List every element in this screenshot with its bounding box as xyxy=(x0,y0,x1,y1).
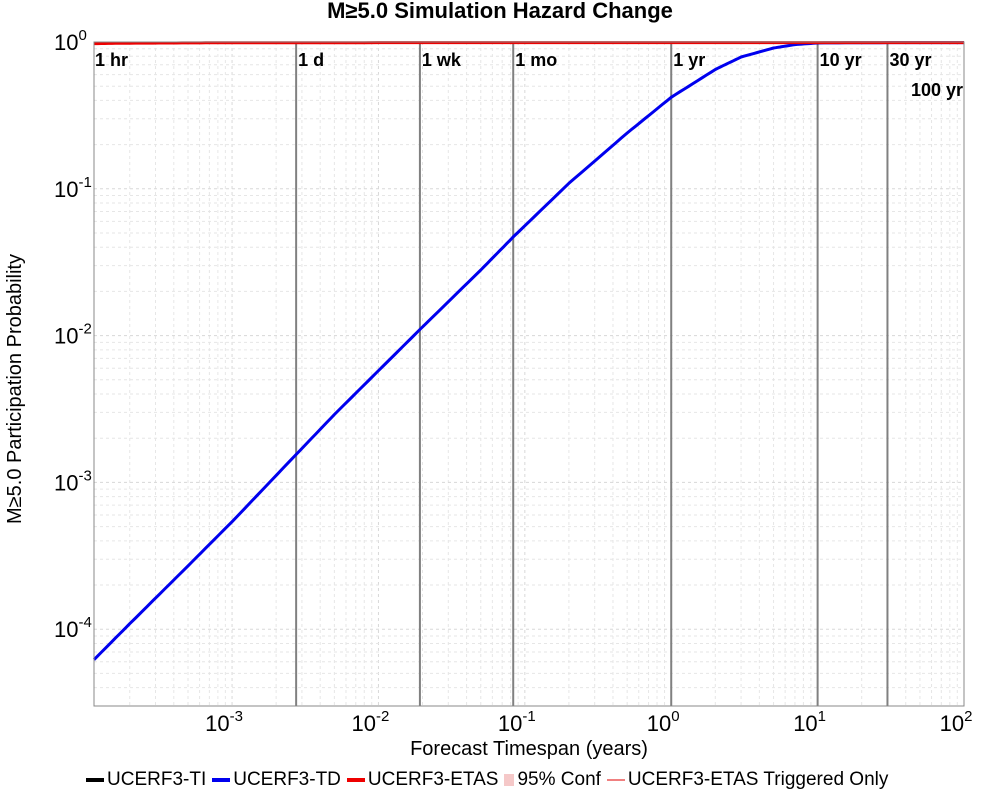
x-tick-label: 10-3 xyxy=(205,708,243,736)
legend-swatch xyxy=(212,778,231,782)
x-tick-label: 10-1 xyxy=(498,708,536,736)
plot-frame xyxy=(93,41,965,707)
chart-svg: 1 hr 1 d 1 wk 1 mo 1 yr 10 yr 30 yr 100 yr 10-3… xyxy=(4,0,972,760)
y-axis-label: M≥5.0 Participation Probability xyxy=(4,254,26,524)
time-marker-label: 1 d xyxy=(298,50,324,70)
legend-label: UCERF3-TI xyxy=(107,769,207,790)
x-tick-label: 100 xyxy=(647,708,680,736)
legend-item: UCERF3-TD xyxy=(212,769,341,791)
x-axis-label: Forecast Timespan (years) xyxy=(410,738,648,760)
time-marker-layer: 1 hr 1 d 1 wk 1 mo 1 yr 10 yr 30 yr 100 yr xyxy=(95,42,963,706)
series-line xyxy=(92,41,964,661)
y-tick-label: 10-2 xyxy=(54,321,92,349)
x-tick-label: 10-2 xyxy=(352,708,390,736)
legend-swatch xyxy=(86,778,104,782)
time-marker-label: 100 yr xyxy=(911,80,963,100)
legend-item: UCERF3-TI xyxy=(86,769,206,791)
chart-title: M≥5.0 Simulation Hazard Change xyxy=(327,0,673,23)
y-tick-label: 100 xyxy=(54,27,87,55)
time-marker-label: 1 yr xyxy=(673,50,705,70)
series-line xyxy=(94,41,964,46)
time-marker-label: 1 hr xyxy=(95,50,128,70)
legend-label: UCERF3-TD xyxy=(233,769,341,790)
y-tick-label: 10-3 xyxy=(54,467,92,495)
legend-item: UCERF3-ETAS Triggered Only xyxy=(606,769,889,791)
time-marker-label: 10 yr xyxy=(820,50,862,70)
grid-layer xyxy=(94,41,965,707)
time-marker-label: 1 mo xyxy=(515,50,557,70)
x-tick-label: 102 xyxy=(940,708,973,736)
legend-label: UCERF3-ETAS Triggered Only xyxy=(627,769,889,790)
legend: UCERF3-TI UCERF3-TD UCERF3-ETAS 95% Conf UCE… xyxy=(86,769,894,791)
legend-item: UCERF3-ETAS xyxy=(346,769,499,791)
legend-swatch xyxy=(346,778,365,782)
axis-layer: 10-3 10-2 10-1 100 101 102 10-4 10-3 10-2 10-1 100 xyxy=(54,27,972,736)
series-layer xyxy=(92,41,964,661)
time-marker-label: 1 wk xyxy=(422,50,462,70)
y-tick-label: 10-1 xyxy=(54,174,92,202)
time-marker-label: 30 yr xyxy=(889,50,931,70)
legend-label: UCERF3-ETAS xyxy=(367,769,499,790)
x-tick-label: 101 xyxy=(793,708,826,736)
y-tick-label: 10-4 xyxy=(54,614,92,642)
legend-item: 95% Conf xyxy=(504,769,601,791)
legend-swatch xyxy=(606,779,625,781)
legend-swatch xyxy=(504,774,515,786)
legend-label: 95% Conf xyxy=(517,769,601,790)
